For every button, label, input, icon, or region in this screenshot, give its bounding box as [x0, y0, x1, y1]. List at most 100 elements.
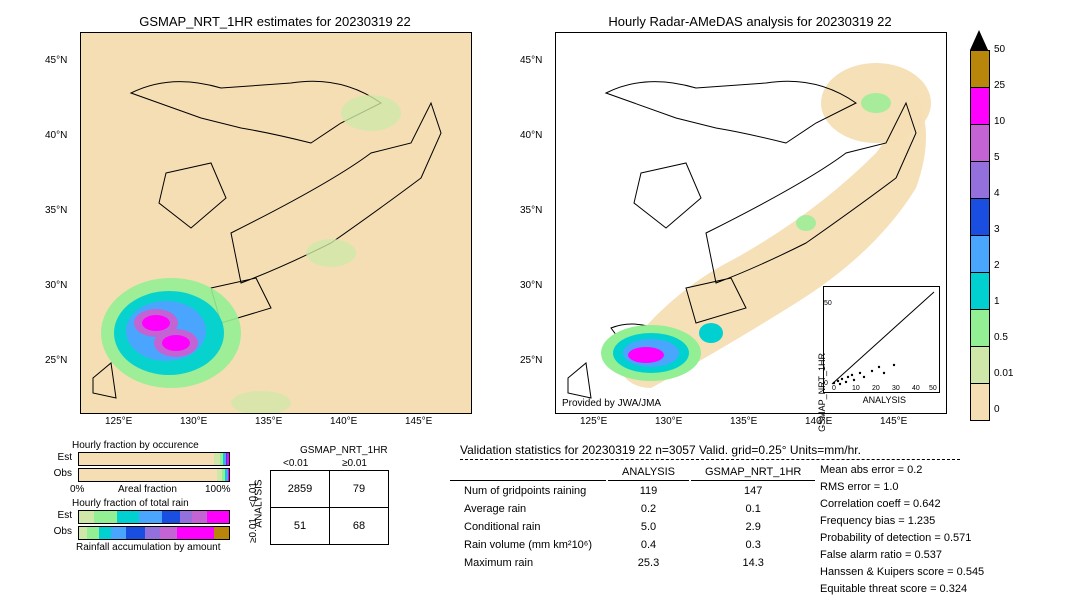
svg-text:20: 20: [872, 385, 880, 392]
colorbar-tick: 0.5: [994, 332, 1008, 343]
colorbar-segment: [970, 88, 990, 125]
frac-seg: [79, 453, 214, 465]
colorbar-tick: 1: [994, 296, 1000, 307]
validation-row-b: 0.3: [691, 537, 815, 553]
scatter-xlabel: ANALYSIS: [863, 395, 906, 405]
colorbar-tick: 0.01: [994, 368, 1013, 379]
xtick: 125°E: [580, 416, 607, 427]
svg-text:40: 40: [912, 385, 920, 392]
validation-row-b: 0.1: [691, 501, 815, 517]
validation-row-b: 147: [691, 483, 815, 499]
contingency-row0: <0.01: [248, 482, 259, 507]
validation-row-label: Maximum rain: [450, 555, 606, 571]
xtick: 130°E: [180, 416, 207, 427]
frac-xlabel: Areal fraction: [118, 484, 177, 495]
validation-col-gsmap: GSMAP_NRT_1HR: [691, 464, 815, 481]
right-map-title: Hourly Radar-AMeDAS analysis for 2023031…: [555, 14, 945, 29]
frac-seg: [87, 527, 99, 539]
validation-row-a: 0.2: [608, 501, 689, 517]
ytick: 45°N: [520, 55, 542, 66]
colorbar: 502510543210.50.010: [970, 30, 990, 421]
occ-title: Hourly fraction by occurence: [72, 440, 199, 451]
frac-seg: [99, 527, 111, 539]
frac-row-est: Est: [42, 510, 72, 521]
contingency-cell: 2859: [271, 471, 330, 508]
validation-row-a: 5.0: [608, 519, 689, 535]
precip-blob: [162, 335, 190, 351]
validation-right: Mean abs error = 0.2RMS error = 1.0Corre…: [820, 462, 984, 598]
colorbar-segment: [970, 199, 990, 236]
frac-seg: [117, 511, 140, 523]
precip-blob: [796, 215, 816, 231]
precip-blob: [231, 391, 291, 413]
colorbar-segment: [970, 384, 990, 421]
frac-seg: [207, 511, 230, 523]
frac-seg: [162, 511, 180, 523]
rain-est-bar: [78, 510, 230, 524]
contingency-row1: ≥0.01: [248, 518, 259, 543]
svg-text:50: 50: [929, 385, 937, 392]
validation-metric: Frequency bias = 1.235: [820, 513, 984, 530]
validation-row-label: Rain volume (mm km²10⁶): [450, 537, 606, 553]
frac-seg: [111, 527, 126, 539]
frac-seg: [139, 511, 162, 523]
scatter-svg: 010 2030 4050 050: [824, 287, 939, 392]
validation-metric: RMS error = 1.0: [820, 479, 984, 496]
validation-row-label: Average rain: [450, 501, 606, 517]
xtick: 125°E: [105, 416, 132, 427]
contingency-col0: <0.01: [283, 458, 308, 469]
colorbar-segment: [970, 310, 990, 347]
xtick: 135°E: [730, 416, 757, 427]
validation-title: Validation statistics for 20230319 22 n=…: [460, 443, 960, 460]
ytick: 35°N: [520, 205, 542, 216]
frac-seg: [145, 527, 160, 539]
ytick: 40°N: [520, 130, 542, 141]
ytick: 30°N: [520, 280, 542, 291]
frac-x1: 100%: [205, 484, 231, 495]
validation-metric: Correlation coeff = 0.642: [820, 496, 984, 513]
colorbar-segment: [970, 273, 990, 310]
frac-seg: [214, 527, 229, 539]
xtick: 130°E: [655, 416, 682, 427]
page: GSMAP_NRT_1HR estimates for 20230319 22 …: [0, 0, 1080, 612]
colorbar-tick: 50: [994, 44, 1005, 55]
validation-metric: Probability of detection = 0.571: [820, 530, 984, 547]
validation-row-a: 0.4: [608, 537, 689, 553]
contingency-col-title: GSMAP_NRT_1HR: [300, 445, 388, 456]
contingency-col1: ≥0.01: [342, 458, 367, 469]
colorbar-top-triangle: [970, 30, 988, 50]
validation-metric: Mean abs error = 0.2: [820, 462, 984, 479]
colorbar-tick: 5: [994, 152, 1000, 163]
colorbar-tick: 25: [994, 80, 1005, 91]
xtick: 140°E: [330, 416, 357, 427]
accum-label: Rainfall accumulation by amount: [76, 542, 221, 553]
ytick: 25°N: [45, 355, 67, 366]
colorbar-tick: 10: [994, 116, 1005, 127]
validation-metric: False alarm ratio = 0.537: [820, 547, 984, 564]
frac-row-obs: Obs: [42, 468, 72, 479]
ytick: 45°N: [45, 55, 67, 66]
frac-seg: [79, 527, 87, 539]
ytick: 35°N: [45, 205, 67, 216]
ytick: 30°N: [45, 280, 67, 291]
validation-metric: Equitable threat score = 0.324: [820, 581, 984, 598]
frac-seg: [94, 511, 117, 523]
svg-text:10: 10: [852, 385, 860, 392]
validation-table: ANALYSIS GSMAP_NRT_1HR Num of gridpoints…: [448, 462, 817, 573]
left-map-title: GSMAP_NRT_1HR estimates for 20230319 22: [80, 14, 470, 29]
rain-title: Hourly fraction of total rain: [72, 498, 189, 509]
validation-row-a: 119: [608, 483, 689, 499]
left-map-svg: [81, 33, 471, 413]
colorbar-segment: [970, 50, 990, 88]
validation-col-analysis: ANALYSIS: [608, 464, 689, 481]
ytick: 40°N: [45, 130, 67, 141]
precip-blob: [628, 347, 664, 363]
colorbar-tick: 4: [994, 188, 1000, 199]
precip-blob: [306, 239, 356, 267]
xtick: 135°E: [255, 416, 282, 427]
frac-x0: 0%: [70, 484, 84, 495]
contingency-cell: 51: [271, 508, 330, 545]
validation-row-a: 25.3: [608, 555, 689, 571]
frac-seg: [227, 453, 229, 465]
frac-seg: [79, 511, 94, 523]
